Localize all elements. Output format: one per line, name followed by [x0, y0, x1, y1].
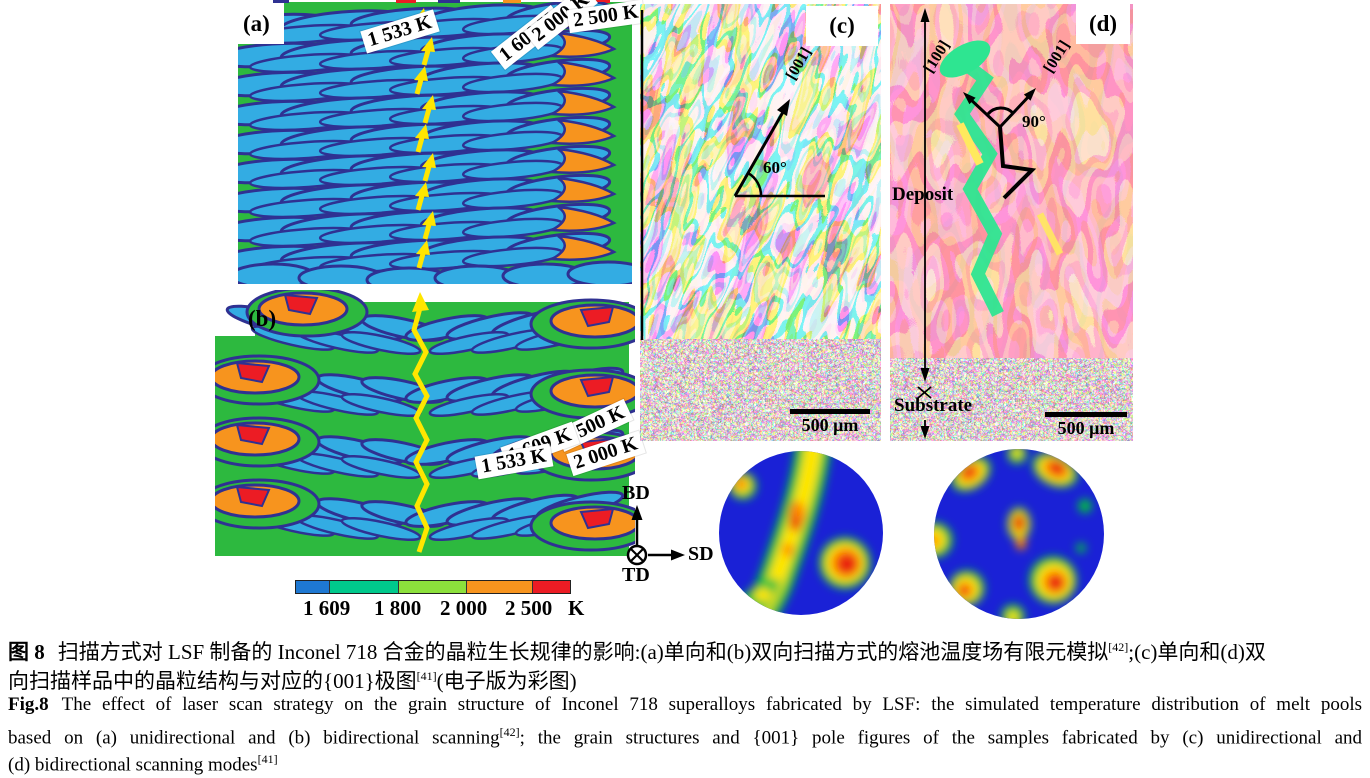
panel-d-annotations: [917, 8, 1037, 439]
panel-d-ebsd-map: [890, 4, 1133, 441]
caption-cn-text-1b: ;(c)单向和(d)双: [1128, 640, 1266, 664]
axis-label-sd: SD: [688, 543, 714, 565]
panel-d-label: (d): [1076, 4, 1130, 44]
caption-en-text-2b: ; the grain structures and {001} pole fi…: [519, 727, 1362, 749]
deposit-label: Deposit: [892, 184, 954, 205]
caption-en-text-3a: (d) bidirectional scanning modes: [8, 754, 258, 776]
panel-c-angle-label: 60°: [763, 158, 787, 177]
caption-cn-text-2a: 向扫描样品中的晶粒结构与对应的{001}极图: [8, 669, 417, 693]
temperature-colorbar: [295, 580, 571, 594]
colorbar-segment-green: [330, 581, 399, 593]
panel-a-label: (a): [243, 11, 270, 36]
caption-cn-ref-41: [41]: [416, 669, 437, 683]
colorbar-unit: K: [568, 596, 585, 620]
caption-en-line1: Fig.8 The effect of laser scan strategy o…: [8, 692, 1362, 718]
caption-en-text-1: The effect of laser scan strategy on the…: [61, 694, 1362, 715]
caption-cn-text-2b: (电子版为彩图): [436, 669, 577, 693]
panel-c-ebsd-map: [640, 4, 881, 441]
colorbar-segment-orange: [467, 581, 533, 593]
panel-c-scalebar-label: 500 μm: [801, 415, 859, 435]
caption-cn-text-1a: 扫描方式对 LSF 制备的 Inconel 718 合金的晶粒生长规律的影响:(…: [57, 640, 1109, 664]
pole-figure-bidirectional: [934, 449, 1104, 619]
green-grain-accent: [948, 48, 1004, 317]
caption-cn-ref-42: [42]: [1108, 640, 1129, 654]
pole-figure-unidirectional: [719, 451, 883, 615]
panel-d-scalebar-label: 500 μm: [1057, 418, 1115, 438]
colorbar-segment-red: [532, 581, 570, 593]
coordinate-axes-icon: [626, 505, 685, 566]
caption-en-tag: Fig.8: [8, 694, 49, 715]
colorbar-tick-2000: 2 000: [440, 596, 488, 620]
colorbar-tick-2500: 2 500: [505, 596, 553, 620]
caption-cn-line1: 图 8 扫描方式对 LSF 制备的 Inconel 718 合金的晶粒生长规律的影…: [8, 633, 1362, 667]
panel-d-scalebar: [1045, 412, 1127, 417]
colorbar-tick-1609: 1 609: [303, 596, 351, 620]
panel-b-label: (b): [248, 306, 277, 331]
caption-cn-tag: 图 8: [8, 640, 45, 664]
panel-d-angle-label: 90°: [1022, 112, 1046, 131]
panel-a-simulation: [238, 0, 632, 284]
caption-en-ref-42: [42]: [499, 725, 520, 739]
panel-c-scalebar: [790, 409, 870, 414]
caption-cn-line2: 向扫描样品中的晶粒结构与对应的{001}极图[41](电子版为彩图): [8, 662, 1362, 696]
axis-label-bd: BD: [622, 482, 650, 504]
colorbar-segment-blue: [296, 581, 331, 593]
caption-en-text-2a: based on (a) unidirectional and (b) bidi…: [8, 727, 500, 749]
panel-c-label: (c): [806, 6, 878, 46]
build-direction-zigzag-b: [411, 292, 430, 553]
caption-en-line3: (d) bidirectional scanning modes[41]: [8, 746, 1362, 778]
panel-c-annotations: [640, 10, 825, 340]
caption-en-ref-41: [41]: [257, 752, 278, 766]
colorbar-tick-1800: 1 800: [374, 596, 422, 620]
caption-en-line2: based on (a) unidirectional and (b) bidi…: [8, 719, 1362, 751]
axis-label-td: TD: [622, 564, 650, 586]
melt-pool-layers-a: [238, 2, 632, 284]
colorbar-segment-ygreen: [398, 581, 468, 593]
substrate-label: Substrate: [894, 395, 973, 416]
